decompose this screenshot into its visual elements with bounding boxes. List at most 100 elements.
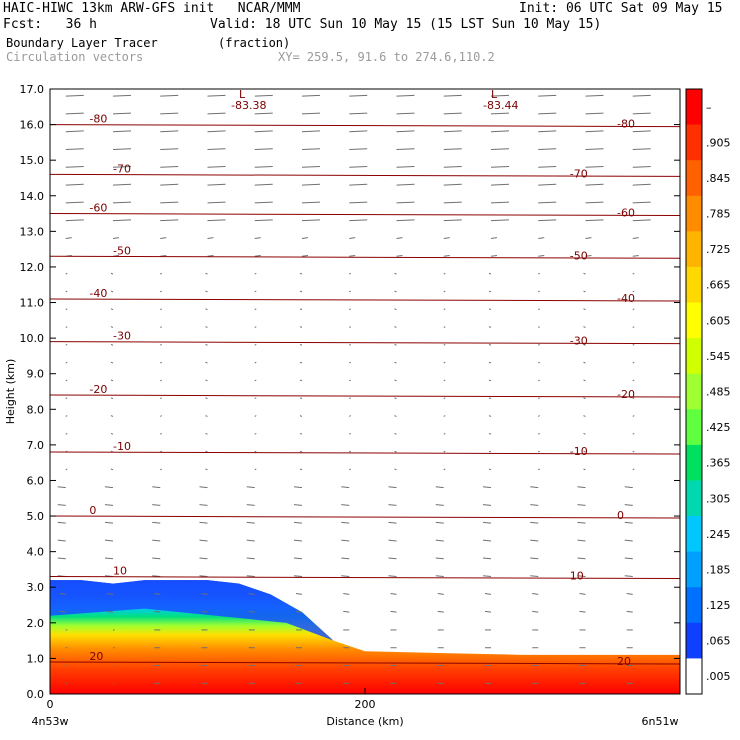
circulation-vector bbox=[396, 237, 403, 239]
circulation-vector bbox=[488, 343, 492, 346]
circulation-vector bbox=[390, 610, 397, 613]
circulation-vector bbox=[530, 539, 539, 542]
circulation-vector bbox=[57, 486, 66, 489]
circulation-vector bbox=[254, 326, 257, 328]
y-tick-label: 15.0 bbox=[20, 154, 45, 167]
circulation-vector bbox=[112, 148, 132, 150]
circulation-vector bbox=[632, 183, 651, 186]
y-tick-label: 8.0 bbox=[27, 403, 45, 416]
circulation-vector bbox=[299, 450, 303, 453]
circulation-vector bbox=[205, 450, 208, 453]
y-tick-label: 12.0 bbox=[20, 261, 45, 274]
circulation-vector bbox=[110, 379, 114, 382]
circulation-vector bbox=[59, 593, 66, 595]
temperature-contour bbox=[49, 213, 681, 217]
circulation-vector bbox=[201, 593, 208, 595]
circulation-vector bbox=[396, 130, 415, 133]
circulation-vector bbox=[254, 237, 261, 239]
circulation-vector bbox=[490, 237, 498, 239]
circulation-vector bbox=[301, 201, 321, 204]
circulation-vector bbox=[152, 539, 161, 542]
y-tick-label: 3.0 bbox=[27, 581, 45, 594]
circulation-vector bbox=[246, 557, 255, 560]
circulation-vector bbox=[112, 183, 132, 186]
circulation-vector bbox=[299, 415, 303, 417]
circulation-vector bbox=[199, 486, 208, 489]
circulation-vector bbox=[349, 165, 368, 168]
colorbar-segment bbox=[686, 516, 702, 553]
circulation-vector bbox=[443, 237, 450, 239]
circulation-vector bbox=[65, 112, 84, 115]
circulation-vector bbox=[583, 326, 586, 328]
colorbar-label: .605 bbox=[706, 314, 731, 327]
circulation-vector bbox=[207, 94, 226, 97]
circulation-vector bbox=[577, 504, 586, 506]
circulation-vector bbox=[112, 165, 132, 168]
circulation-vector bbox=[341, 486, 350, 489]
circulation-vector bbox=[254, 361, 257, 364]
circulation-vector bbox=[583, 450, 586, 453]
temperature-contour bbox=[49, 298, 681, 302]
circulation-vector bbox=[254, 415, 257, 417]
circulation-vector bbox=[65, 432, 68, 435]
circulation-vector bbox=[207, 237, 214, 239]
circulation-vector bbox=[579, 593, 586, 595]
circulation-vector bbox=[160, 237, 167, 239]
circulation-vector bbox=[632, 130, 651, 133]
circulation-vector bbox=[349, 468, 351, 471]
circulation-vector bbox=[201, 610, 208, 613]
temperature-contour bbox=[49, 661, 681, 665]
circulation-vector bbox=[538, 254, 545, 257]
circulation-vector bbox=[160, 308, 162, 311]
circulation-vector bbox=[435, 504, 444, 506]
circulation-vector bbox=[577, 575, 586, 578]
circulation-vector bbox=[538, 148, 557, 150]
circulation-vector bbox=[583, 468, 586, 471]
circulation-vector bbox=[585, 148, 604, 150]
circulation-vector bbox=[626, 610, 633, 613]
circulation-vector bbox=[349, 148, 368, 150]
circulation-vector bbox=[160, 201, 179, 204]
circulation-vector bbox=[396, 94, 415, 97]
circulation-vector bbox=[349, 272, 351, 275]
circulation-vector bbox=[632, 148, 651, 150]
circulation-vector bbox=[112, 130, 132, 133]
circulation-vector bbox=[583, 308, 586, 311]
circulation-vector bbox=[152, 504, 161, 506]
circulation-vector bbox=[341, 557, 350, 560]
circulation-vector bbox=[443, 94, 462, 97]
circulation-vector bbox=[585, 219, 604, 222]
circulation-vector bbox=[205, 272, 208, 275]
x-tick-label: 0 bbox=[47, 698, 54, 711]
circulation-vector bbox=[538, 272, 540, 275]
circulation-vector bbox=[394, 361, 397, 364]
circulation-vector bbox=[65, 272, 68, 275]
circulation-vector bbox=[443, 361, 446, 364]
circulation-vector bbox=[299, 272, 303, 275]
circulation-vector bbox=[65, 343, 68, 346]
circulation-vector bbox=[585, 237, 592, 239]
colorbar-segment bbox=[686, 622, 702, 659]
circulation-vector bbox=[396, 201, 415, 204]
circulation-vector bbox=[65, 326, 68, 328]
circulation-vector bbox=[199, 504, 208, 506]
circulation-vector bbox=[488, 450, 492, 453]
circulation-vector bbox=[65, 397, 68, 400]
circulation-vector bbox=[299, 397, 303, 400]
circulation-vector bbox=[254, 130, 273, 133]
circulation-vector bbox=[301, 183, 321, 186]
circulation-vector bbox=[443, 219, 462, 222]
circulation-vector bbox=[530, 486, 539, 489]
circulation-vector bbox=[254, 432, 257, 435]
circulation-vector bbox=[579, 610, 586, 613]
colorbar-segment bbox=[686, 266, 702, 304]
circulation-vector bbox=[443, 468, 446, 471]
circulation-vector bbox=[488, 326, 492, 328]
circulation-vector bbox=[65, 415, 68, 417]
circulation-vector bbox=[632, 254, 639, 257]
circulation-vector bbox=[65, 237, 72, 239]
circulation-vector bbox=[301, 112, 321, 115]
circulation-vector bbox=[207, 130, 226, 133]
circulation-vector bbox=[299, 308, 303, 311]
circulation-vector bbox=[394, 379, 397, 382]
